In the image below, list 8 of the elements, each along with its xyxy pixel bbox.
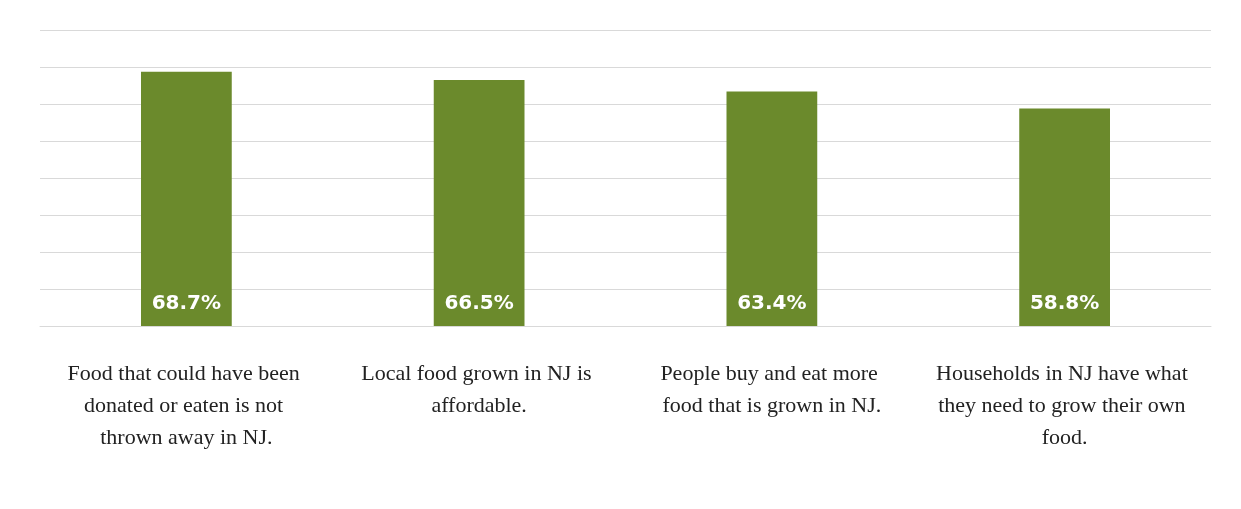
x-tick-label: People buy and eat more food that is grown in NJ. — [660, 359, 884, 417]
data-label: 58.8% — [1029, 290, 1100, 314]
x-tick-label: Food that could have been donated or eaten is not thrown away in NJ. — [67, 359, 306, 449]
x-tick-label: Local food grown in NJ is affordable. — [361, 359, 598, 417]
data-label: 63.4% — [737, 290, 807, 314]
x-tick-label: Households in NJ have what they need to grow their own food. — [936, 359, 1194, 449]
data-label: 66.5% — [444, 290, 514, 314]
data-label: 68.7% — [151, 290, 222, 314]
